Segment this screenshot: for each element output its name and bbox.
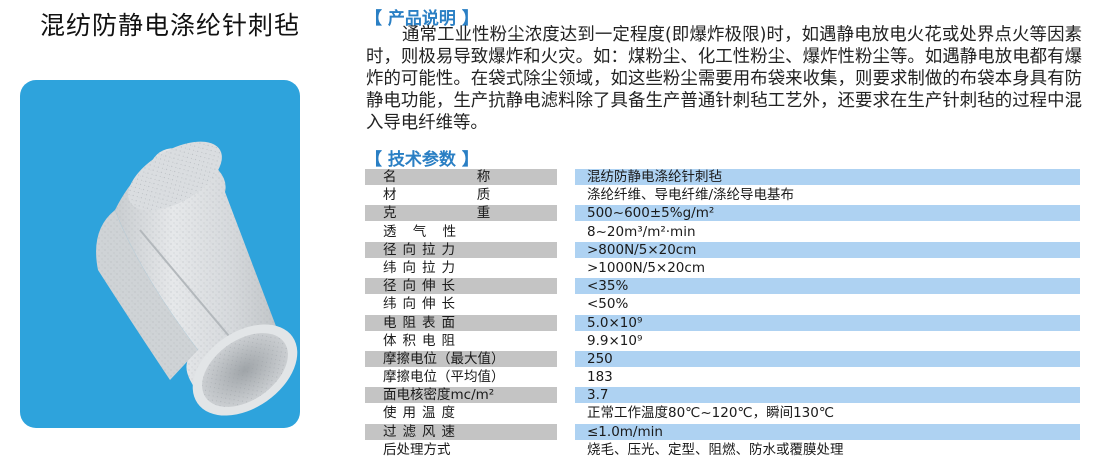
spec-row-filtration-velocity: 过滤风速 ≤1.0m/min (365, 423, 1080, 441)
spec-value: ≤1.0m/min (575, 423, 1080, 440)
spec-value: <35% (575, 278, 1080, 295)
spec-row-material: 材 质 涤纶纤维、导电纤维/涤纶导电基布 (365, 186, 1080, 204)
spec-row-air-permeability: 透 气 性 8~20m³/m²·min (365, 223, 1080, 241)
spec-value: 5.0×10⁹ (575, 314, 1080, 331)
spec-value: >800N/5×20cm (575, 241, 1080, 258)
spec-row-weight: 克 重 500~600±5%g/m² (365, 204, 1080, 222)
spec-label: 径向伸长 (365, 278, 557, 295)
spec-row-warp-tensile: 径向拉力 >800N/5×20cm (365, 241, 1080, 259)
spec-row-operating-temperature: 使用温度 正常工作温度80℃~120℃，瞬间130℃ (365, 404, 1080, 422)
spec-label: 克 重 (365, 205, 557, 222)
spec-label: 径向拉力 (365, 241, 557, 258)
spec-label: 摩擦电位（最大值） (365, 350, 557, 367)
spec-label: 纬向伸长 (383, 296, 461, 313)
spec-value: 涤纶纤维、导电纤维/涤纶导电基布 (587, 187, 795, 204)
spec-row-volume-resistance: 体积电阻 9.9×10⁹ (365, 332, 1080, 350)
spec-label: 过滤风速 (365, 423, 557, 440)
spec-row-post-treatment: 后处理方式 烧毛、压光、定型、阻燃、防水或覆膜处理 (365, 441, 1080, 459)
spec-row-warp-elongation: 径向伸长 <35% (365, 277, 1080, 295)
spec-value: 3.7 (575, 387, 1080, 404)
spec-label: 电阻表面 (365, 314, 557, 331)
product-description-heading: 【 产品说明 】 (365, 9, 479, 29)
spec-value: 8~20m³/m²·min (587, 223, 696, 240)
spec-table: 名 称 混纺防静电涤纶针刺毡 材 质 涤纶纤维、导电纤维/涤纶导电基布 克 重 … (365, 168, 1080, 459)
spec-value: 烧毛、压光、定型、阻燃、防水或覆膜处理 (587, 441, 844, 458)
spec-label: 名 称 (365, 169, 557, 185)
spec-value: 混纺防静电涤纶针刺毡 (575, 169, 1080, 185)
spec-label: 使用温度 (383, 405, 461, 422)
product-photo (20, 80, 300, 428)
spec-value: <50% (587, 296, 629, 313)
spec-label: 摩擦电位（平均值） (383, 369, 505, 386)
spec-label: 材 质 (383, 187, 529, 204)
spec-row-weft-elongation: 纬向伸长 <50% (365, 295, 1080, 313)
spec-label: 面电核密度mc/m² (365, 387, 557, 404)
spec-value: 9.9×10⁹ (587, 332, 643, 349)
spec-label: 透 气 性 (383, 223, 463, 240)
spec-value: 250 (575, 350, 1080, 367)
spec-label: 后处理方式 (383, 441, 451, 458)
spec-value: >1000N/5×20cm (587, 259, 705, 276)
spec-value: 正常工作温度80℃~120℃，瞬间130℃ (587, 405, 835, 422)
filter-bag-image (96, 141, 298, 416)
spec-value: 183 (587, 369, 613, 386)
spec-label: 体积电阻 (383, 332, 461, 349)
spec-row-charge-density: 面电核密度mc/m² 3.7 (365, 386, 1080, 404)
spec-row-name: 名 称 混纺防静电涤纶针刺毡 (365, 168, 1080, 186)
spec-row-friction-potential-avg: 摩擦电位（平均值） 183 (365, 368, 1080, 386)
spec-label: 纬向拉力 (383, 259, 461, 276)
spec-row-surface-resistance: 电阻表面 5.0×10⁹ (365, 314, 1080, 332)
product-description: 通常工业性粉尘浓度达到一定程度(即爆炸极限)时，如遇静电放电火花或处界点火等因素… (366, 25, 1082, 133)
spec-row-weft-tensile: 纬向拉力 >1000N/5×20cm (365, 259, 1080, 277)
technical-parameters-heading: 【 技术参数 】 (365, 150, 479, 170)
product-title: 混纺防静电涤纶针刺毡 (40, 11, 301, 40)
spec-value: 500~600±5%g/m² (575, 205, 1080, 222)
spec-row-friction-potential-max: 摩擦电位（最大值） 250 (365, 350, 1080, 368)
